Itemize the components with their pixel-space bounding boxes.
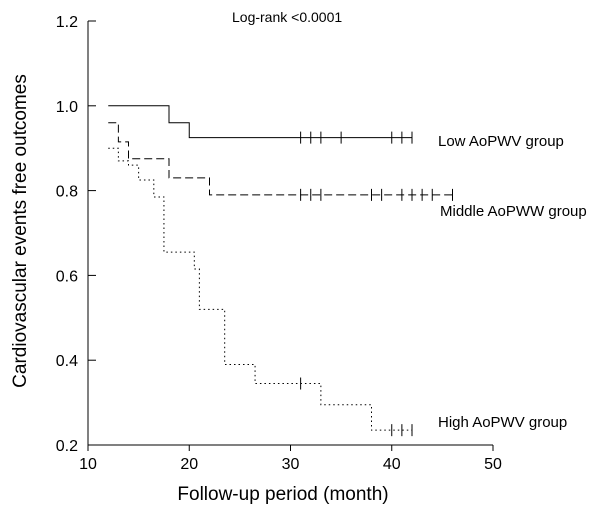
y-tick-label: 1.2 bbox=[56, 14, 78, 31]
series-line bbox=[108, 147, 412, 431]
series-label: Middle AoPWW group bbox=[440, 203, 587, 220]
series-2 bbox=[108, 122, 453, 201]
y-tick-label: 0.8 bbox=[56, 184, 78, 201]
y-tick-label: 0.2 bbox=[56, 438, 78, 455]
axes bbox=[87, 21, 493, 446]
log-rank-annotation: Log-rank <0.0001 bbox=[232, 9, 342, 25]
x-tick-label: 30 bbox=[282, 456, 300, 473]
series-line bbox=[108, 105, 412, 139]
x-tick-label: 20 bbox=[180, 456, 198, 473]
y-tick-label: 0.6 bbox=[56, 268, 78, 285]
x-tick-label: 10 bbox=[79, 456, 97, 473]
x-tick-label: 50 bbox=[484, 456, 502, 473]
series-labels: Low AoPWV group Middle AoPWW group High Ao… bbox=[438, 133, 587, 431]
tick-labels: 10 20 30 40 50 0.2 0.4 0.6 0.8 1.0 1.2 bbox=[56, 14, 502, 473]
series-label: Low AoPWV group bbox=[438, 133, 564, 150]
series-1 bbox=[108, 105, 413, 144]
y-tick-label: 0.4 bbox=[56, 353, 78, 370]
tick-marks bbox=[87, 20, 494, 451]
series-layer bbox=[108, 105, 453, 437]
x-axis-title: Follow-up period (month) bbox=[177, 484, 388, 505]
y-axis-title: Cardiovascular events free outcomes bbox=[10, 74, 31, 388]
series-3 bbox=[108, 147, 413, 437]
x-tick-label: 40 bbox=[383, 456, 401, 473]
series-label: High AoPWV group bbox=[438, 414, 567, 431]
y-tick-label: 1.0 bbox=[56, 99, 78, 116]
series-line bbox=[108, 122, 453, 196]
